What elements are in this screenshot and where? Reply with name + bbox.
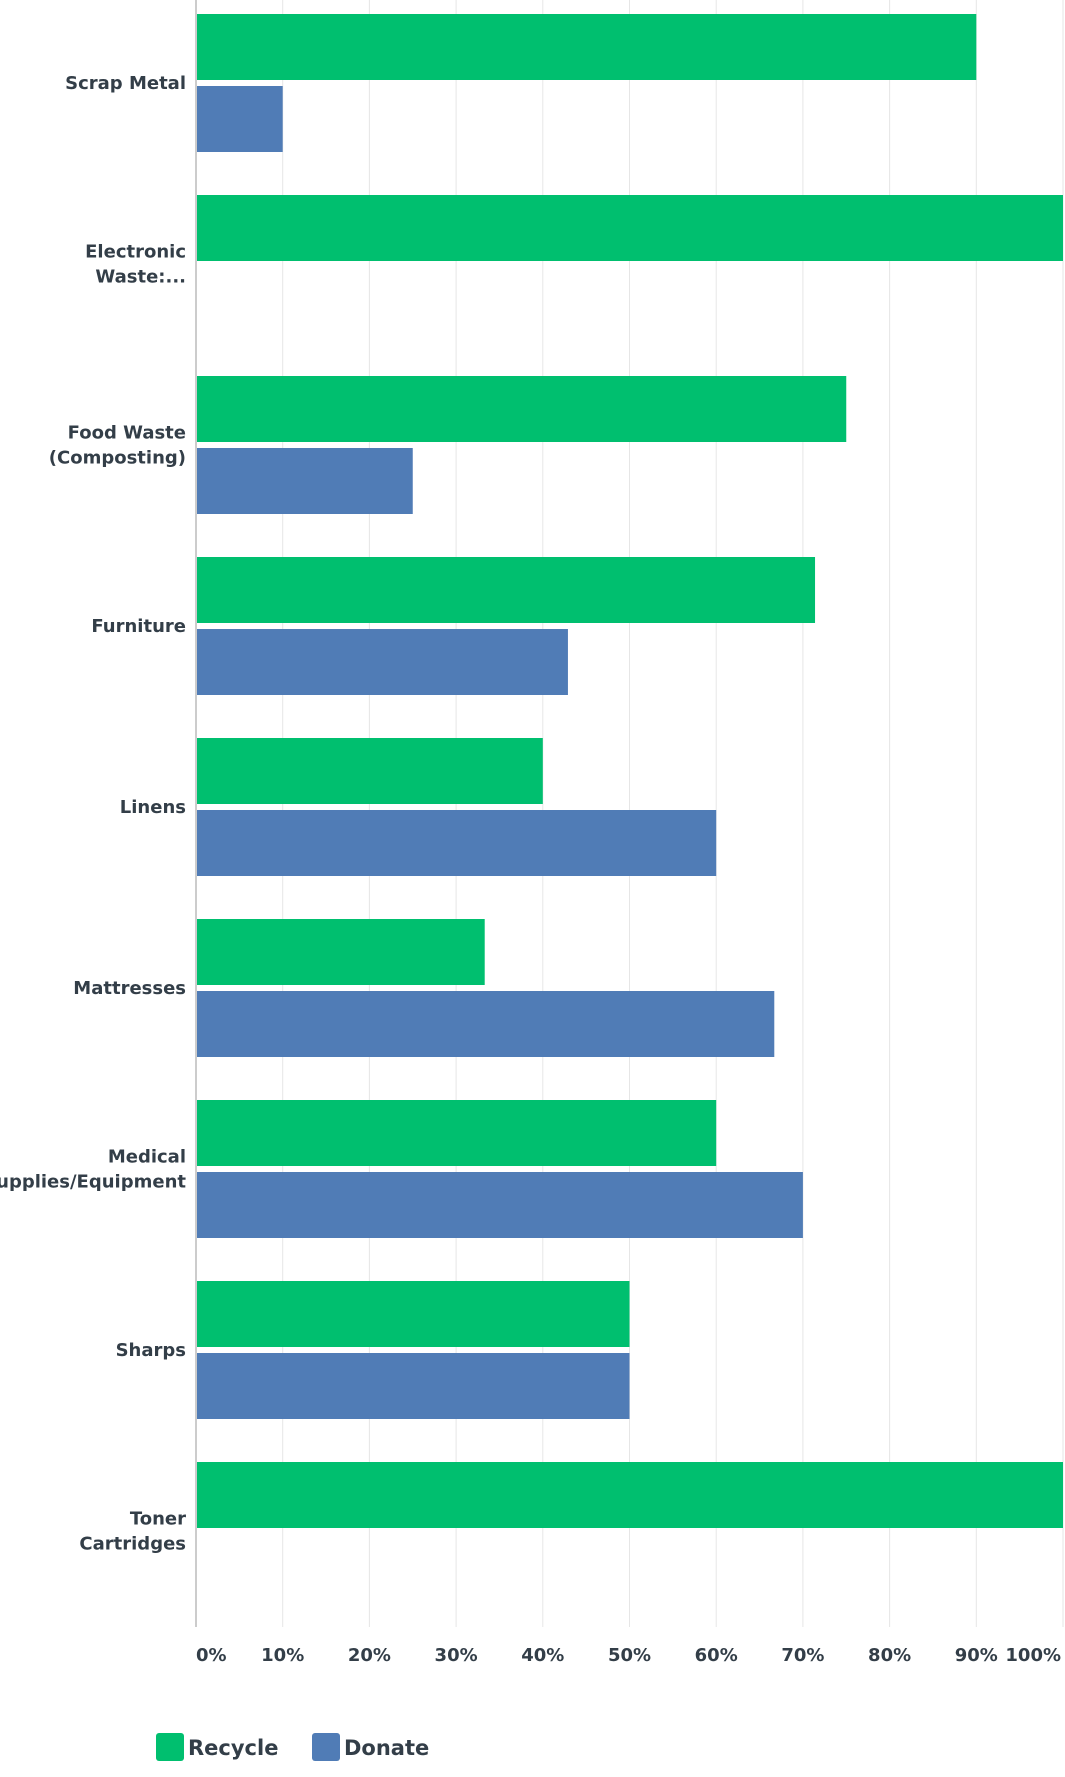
bar-recycle xyxy=(196,557,816,623)
bar-recycle xyxy=(196,1462,1063,1528)
legend-swatch-recycle xyxy=(156,1733,184,1761)
bar-recycle xyxy=(196,919,485,985)
bars xyxy=(196,14,1063,1528)
category-label: Sharps xyxy=(116,1340,186,1361)
x-tick-label: 30% xyxy=(435,1645,478,1666)
legend-swatch-donate xyxy=(312,1733,340,1761)
category-label: Toner xyxy=(130,1509,186,1530)
bar-donate xyxy=(196,810,717,876)
category-labels: Scrap Metal Electronic Waste:... Food Waste… xyxy=(0,73,186,1555)
x-tick-label: 100% xyxy=(1005,1645,1061,1666)
category-label: Supplies/Equipment xyxy=(0,1172,186,1193)
category-label: Scrap Metal xyxy=(65,73,186,94)
x-tick-label: 70% xyxy=(781,1645,824,1666)
category-label: (Composting) xyxy=(49,448,186,469)
category-label: Linens xyxy=(120,797,186,818)
legend-label-recycle: Recycle xyxy=(188,1736,278,1760)
category-label: Medical xyxy=(108,1147,186,1168)
bar-recycle xyxy=(196,195,1063,261)
bar-donate xyxy=(196,448,413,514)
x-tick-label: 90% xyxy=(955,1645,998,1666)
category-label: Cartridges xyxy=(79,1534,186,1555)
legend: Recycle Donate xyxy=(156,1733,429,1761)
bar-recycle xyxy=(196,14,977,80)
bar-donate xyxy=(196,1353,630,1419)
x-tick-labels: 0% 10% 20% 30% 40% 50% 60% 70% 80% 90% 100% xyxy=(196,1645,1061,1666)
bar-recycle xyxy=(196,1100,717,1166)
x-tick-label: 20% xyxy=(348,1645,391,1666)
bar-donate xyxy=(196,629,568,695)
x-tick-label: 10% xyxy=(261,1645,304,1666)
bar-donate xyxy=(196,991,775,1057)
x-tick-label: 80% xyxy=(868,1645,911,1666)
bar-recycle xyxy=(196,1281,630,1347)
category-label: Food Waste xyxy=(68,423,186,444)
bar-donate xyxy=(196,1172,803,1238)
bar-recycle xyxy=(196,738,543,804)
bar-recycle xyxy=(196,376,847,442)
bar-donate xyxy=(196,86,283,152)
category-label: Electronic xyxy=(85,242,186,263)
x-tick-label: 40% xyxy=(521,1645,564,1666)
category-label: Mattresses xyxy=(73,978,186,999)
legend-label-donate: Donate xyxy=(344,1736,429,1760)
x-tick-label: 50% xyxy=(608,1645,651,1666)
category-label: Furniture xyxy=(91,616,186,637)
category-label: Waste:... xyxy=(95,267,186,288)
x-tick-label: 0% xyxy=(196,1645,227,1666)
x-tick-label: 60% xyxy=(695,1645,738,1666)
